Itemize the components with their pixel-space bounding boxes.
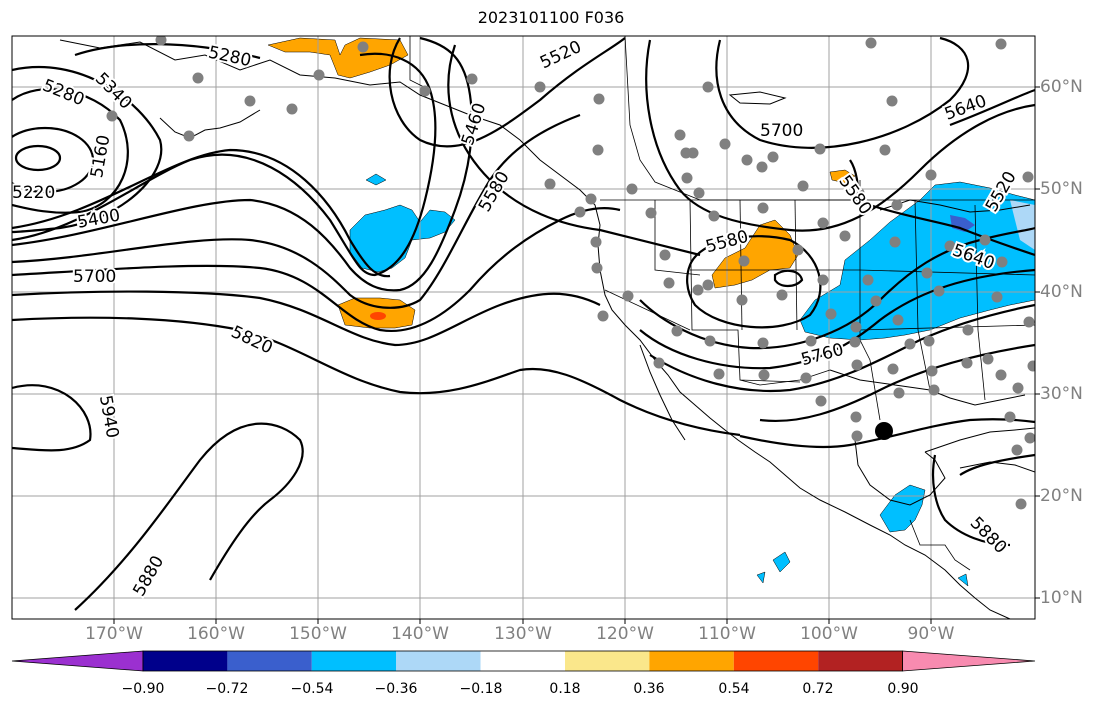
contour-low-center-2 bbox=[12, 126, 95, 194]
colorbar-tick-label: 0.90 bbox=[887, 681, 919, 697]
lat-label: 20°N bbox=[1040, 486, 1083, 506]
contour-5640 bbox=[949, 88, 1035, 127]
blue-region-small-2 bbox=[772, 551, 791, 573]
colorbar-tick-label: −0.18 bbox=[459, 681, 503, 697]
lon-label: 100°W bbox=[800, 624, 858, 644]
storm-center-marker bbox=[875, 422, 893, 440]
blue-region-small bbox=[365, 173, 387, 186]
colorbar-extend-left bbox=[11, 650, 144, 672]
coastlines bbox=[59, 39, 1035, 619]
lon-label: 110°W bbox=[698, 624, 756, 644]
blue-region-small-3 bbox=[756, 571, 766, 584]
map-title: 2023101100 F036 bbox=[477, 8, 625, 27]
contour-5340 bbox=[12, 65, 163, 234]
colorbar-segment bbox=[565, 651, 650, 671]
lightblue-region-central-us bbox=[1010, 200, 1035, 250]
contour-5820 bbox=[12, 316, 741, 437]
contour-5520 bbox=[388, 37, 626, 148]
colorbar-tick-label: 0.36 bbox=[633, 681, 665, 697]
lon-label: 120°W bbox=[596, 624, 654, 644]
contour-label: 5220 bbox=[12, 183, 55, 203]
lon-label: 150°W bbox=[289, 624, 347, 644]
contour-label: 5700 bbox=[760, 121, 803, 141]
lon-label: 130°W bbox=[494, 624, 552, 644]
colorbar-segment bbox=[143, 651, 228, 671]
colorbar-segment bbox=[818, 651, 903, 671]
lon-label: 160°W bbox=[187, 624, 245, 644]
lat-label: 30°N bbox=[1040, 384, 1083, 404]
colorbar-tick-label: 0.72 bbox=[802, 681, 834, 697]
blue-region-small-4 bbox=[957, 573, 969, 587]
axis-ticks bbox=[113, 86, 1040, 624]
colorbar-segment bbox=[311, 651, 397, 671]
lon-label: 140°W bbox=[391, 624, 449, 644]
colorbar-tick-label: 0.54 bbox=[718, 681, 750, 697]
contour-5880 bbox=[74, 422, 304, 611]
contour-label: 5700 bbox=[73, 267, 116, 287]
lat-label: 60°N bbox=[1040, 77, 1083, 97]
colorbar-segment bbox=[396, 651, 481, 671]
contour-5400 bbox=[12, 148, 391, 278]
colorbar-segment bbox=[480, 651, 565, 671]
contour-low-center-inner bbox=[14, 144, 62, 172]
colorbar bbox=[11, 650, 1036, 672]
colorbar-segment bbox=[227, 651, 312, 671]
orange-region-canada bbox=[829, 169, 856, 184]
blue-region-central-america bbox=[879, 484, 926, 533]
colorbar-segment bbox=[733, 651, 819, 671]
blue-region-central-us bbox=[799, 181, 1035, 341]
colorbar-tick-label: −0.54 bbox=[290, 681, 334, 697]
station-markers bbox=[106, 36, 1035, 510]
lat-label: 40°N bbox=[1040, 282, 1083, 302]
height-contours bbox=[12, 36, 1035, 611]
contour-5700 bbox=[12, 206, 621, 332]
colorbar-tick-label: −0.72 bbox=[205, 681, 249, 697]
colorbar-extend-right bbox=[902, 650, 1036, 672]
lat-label: 10°N bbox=[1040, 588, 1083, 608]
lat-label: 50°N bbox=[1040, 179, 1083, 199]
red-spot bbox=[370, 312, 386, 320]
contour-5280-west bbox=[12, 88, 129, 214]
lon-label: 90°W bbox=[907, 624, 955, 644]
colorbar-tick-label: 0.18 bbox=[549, 681, 581, 697]
colorbar-tick-label: −0.90 bbox=[121, 681, 165, 697]
contour-5580 bbox=[447, 44, 701, 257]
colorbar-tick-label: −0.36 bbox=[374, 681, 418, 697]
contour-5760 bbox=[639, 268, 1035, 370]
orange-region-alaska bbox=[267, 37, 409, 79]
lon-label: 170°W bbox=[85, 624, 143, 644]
colorbar-segment bbox=[649, 651, 734, 671]
contour-5700-canada bbox=[715, 36, 970, 149]
